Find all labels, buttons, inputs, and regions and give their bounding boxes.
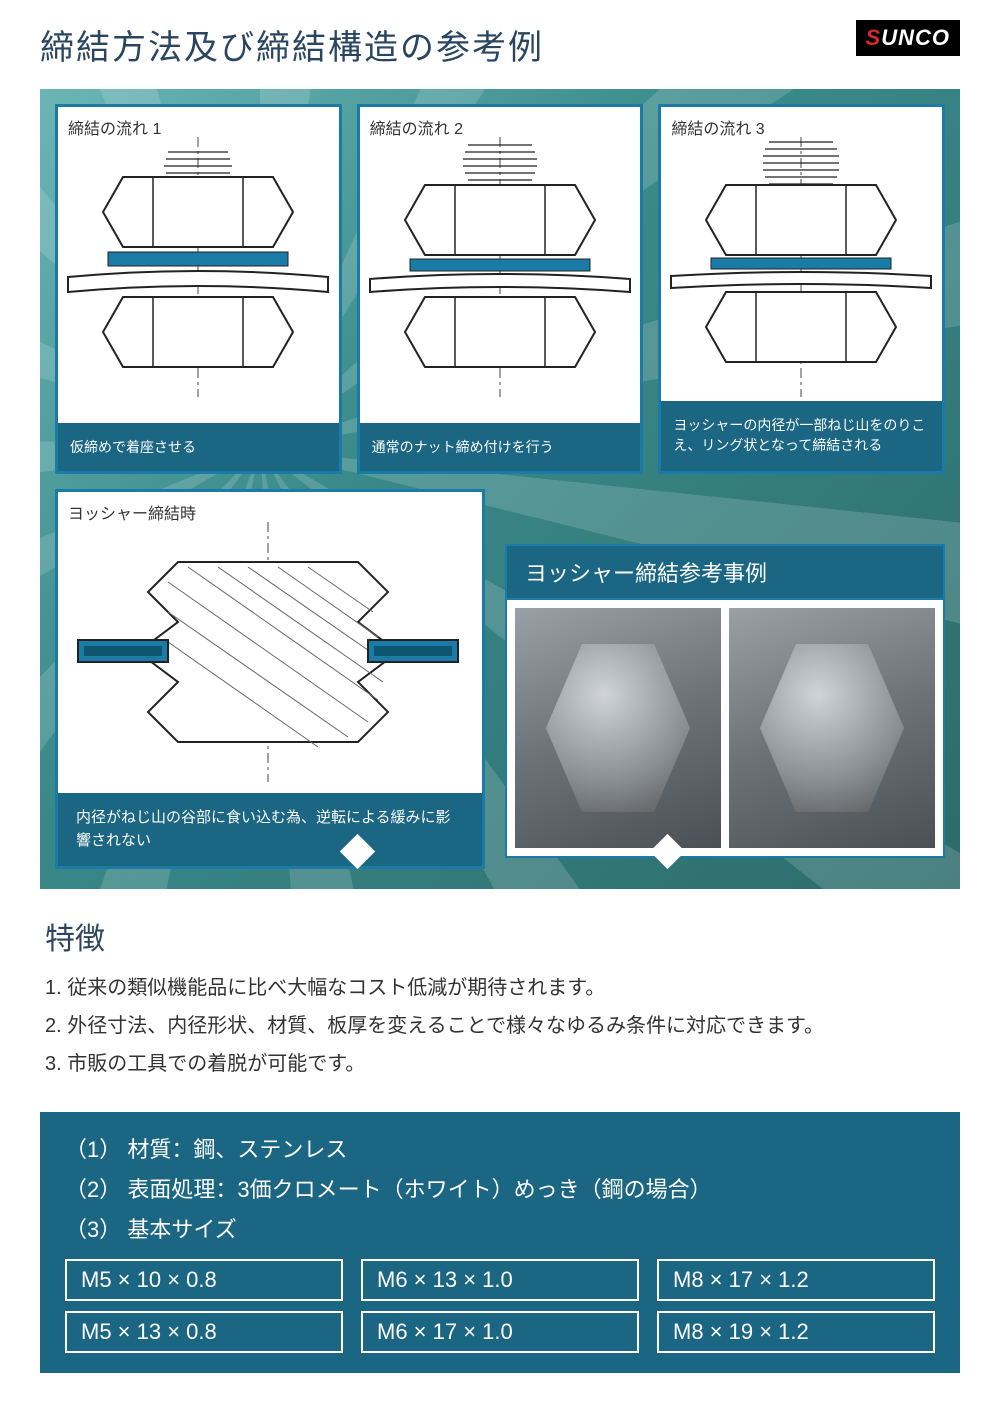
step1-diagram xyxy=(58,137,338,397)
diagrams-area: 締結の流れ 1 仮締めで着座させる xyxy=(40,89,960,889)
detail-diagram xyxy=(58,522,478,782)
reference-photo-2 xyxy=(729,608,935,848)
step2-diagram xyxy=(360,137,640,397)
bottom-row: ヨッシャー締結時 内径がねじ山の谷部に食い込む為、逆転による緩みに影響されない xyxy=(55,489,945,869)
size-cell: M5 × 10 × 0.8 xyxy=(65,1259,343,1301)
spec-line: （1） 材質：鋼、ステンレス xyxy=(65,1132,935,1164)
reference-title: ヨッシャー締結参考事例 xyxy=(505,544,945,598)
logo-rest: UNCO xyxy=(881,25,950,50)
size-cell: M5 × 13 × 0.8 xyxy=(65,1311,343,1353)
reference-box: ヨッシャー締結参考事例 xyxy=(505,544,945,859)
reference-images xyxy=(505,598,945,858)
features-title: 特徴 xyxy=(45,914,955,958)
step3-diagram xyxy=(661,137,941,397)
logo: SUNCO xyxy=(856,20,960,56)
specs-box: （1） 材質：鋼、ステンレス （2） 表面処理：3価クロメート（ホワイト）めっき… xyxy=(40,1112,960,1373)
step-label-2: 締結の流れ 2 xyxy=(370,115,463,139)
step-caption-1: 仮締めで着座させる xyxy=(58,423,339,471)
step-caption-2: 通常のナット締め付けを行う xyxy=(360,423,641,471)
logo-letter-s: S xyxy=(866,25,882,50)
detail-box: ヨッシャー締結時 内径がねじ山の谷部に食い込む為、逆転による緩みに影響されない xyxy=(55,489,485,869)
size-cell: M6 × 17 × 1.0 xyxy=(361,1311,639,1353)
step-label-1: 締結の流れ 1 xyxy=(68,115,161,139)
reference-photo-1 xyxy=(515,608,721,848)
detail-caption: 内径がねじ山の谷部に食い込む為、逆転による緩みに影響されない xyxy=(58,793,482,866)
step-label-3: 締結の流れ 3 xyxy=(671,115,764,139)
step-box-1: 締結の流れ 1 仮締めで着座させる xyxy=(55,104,342,474)
spec-line: （2） 表面処理：3価クロメート（ホワイト）めっき（鋼の場合） xyxy=(65,1172,935,1204)
step-box-2: 締結の流れ 2 通常のナット締め付けを行う xyxy=(357,104,644,474)
size-grid: M5 × 10 × 0.8 M6 × 13 × 1.0 M8 × 17 × 1.… xyxy=(65,1259,935,1353)
features-section: 特徴 1. 従来の類似機能品に比べ大幅なコスト低減が期待されます。 2. 外径寸… xyxy=(0,889,1000,1102)
bolt-icon xyxy=(546,644,690,812)
feature-item: 2. 外径寸法、内径形状、材質、板厚を変えることで様々なゆるみ条件に対応できます… xyxy=(45,1011,955,1041)
header: 締結方法及び締結構造の参考例 SUNCO xyxy=(0,0,1000,79)
feature-item: 1. 従来の類似機能品に比べ大幅なコスト低減が期待されます。 xyxy=(45,973,955,1003)
step-caption-3: ヨッシャーの内径が一部ねじ山をのりこえ、リング状となって締結される xyxy=(661,401,942,471)
feature-item: 3. 市販の工具での着脱が可能です。 xyxy=(45,1049,955,1079)
size-cell: M6 × 13 × 1.0 xyxy=(361,1259,639,1301)
bolt-icon xyxy=(760,644,904,812)
detail-label: ヨッシャー締結時 xyxy=(68,500,196,524)
page-title: 締結方法及び締結構造の参考例 xyxy=(40,20,544,69)
step-box-3: 締結の流れ 3 ヨッシャーの内径が一部ねじ山をのりこえ、リング状となって締結され… xyxy=(658,104,945,474)
size-cell: M8 × 17 × 1.2 xyxy=(657,1259,935,1301)
steps-row: 締結の流れ 1 仮締めで着座させる xyxy=(55,104,945,474)
spec-line: （3） 基本サイズ xyxy=(65,1212,935,1244)
size-cell: M8 × 19 × 1.2 xyxy=(657,1311,935,1353)
